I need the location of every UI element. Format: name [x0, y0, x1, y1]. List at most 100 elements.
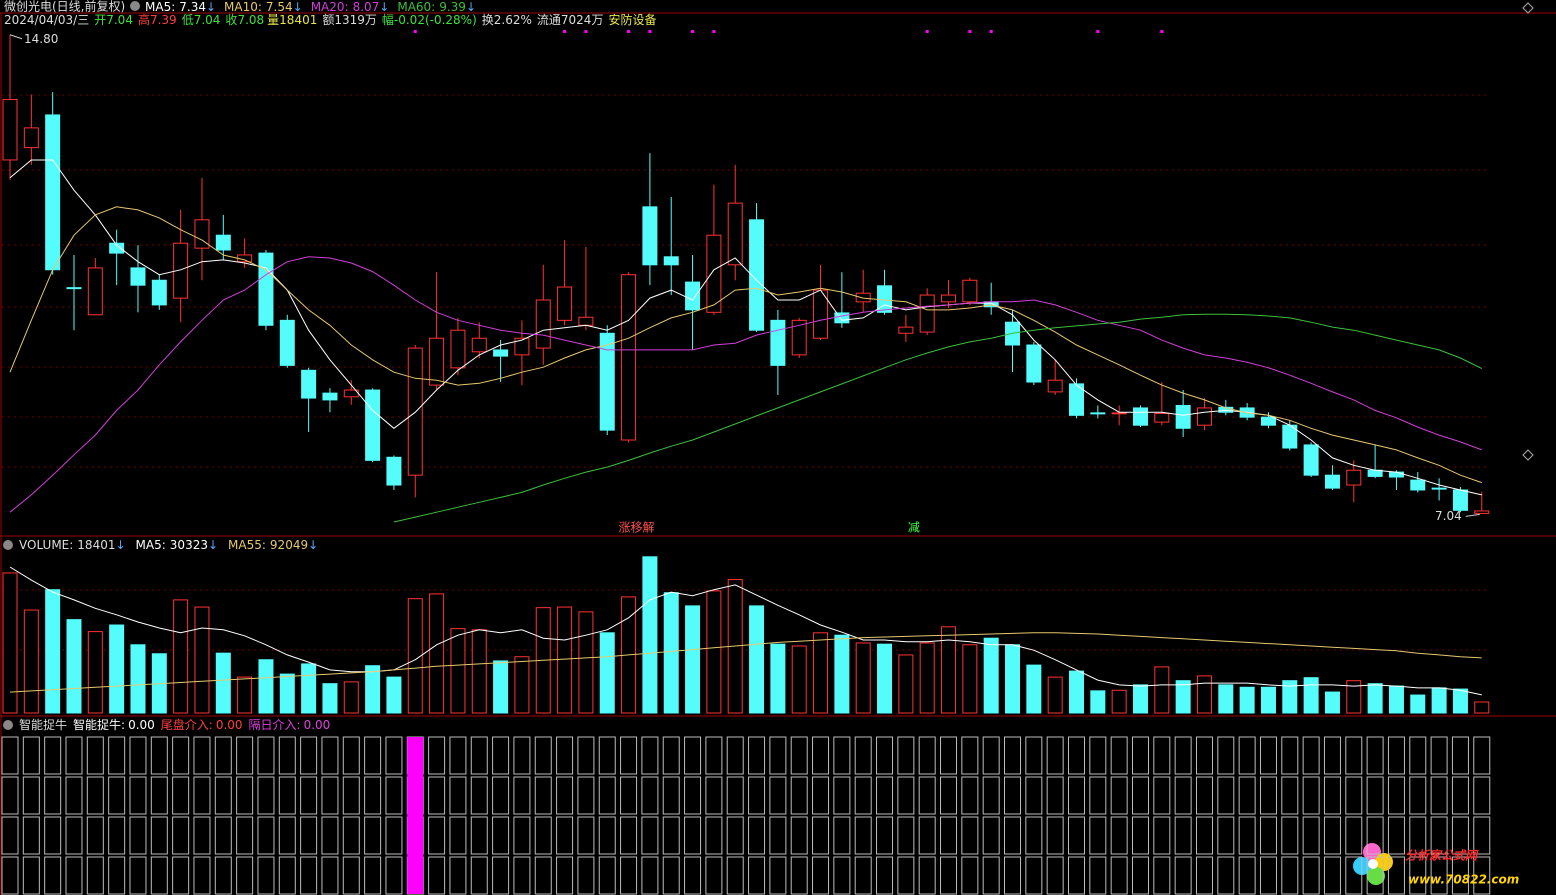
candle-body	[301, 369, 317, 399]
indicator-cell	[1110, 816, 1128, 855]
indicator-cell	[1174, 736, 1192, 775]
indicator-cell	[577, 816, 595, 855]
indicator-cell	[854, 776, 872, 815]
volume-bar	[749, 605, 765, 714]
volume-bar	[194, 606, 210, 714]
annotation: 涨移解	[619, 520, 655, 535]
candle-body	[151, 279, 167, 306]
indicator-cell	[1089, 816, 1107, 855]
indicator-cell	[812, 816, 830, 855]
candle-body	[450, 329, 466, 369]
volume-bar	[1026, 664, 1042, 714]
info-value: 18401	[279, 13, 317, 27]
volume-bar	[87, 631, 103, 714]
indicator-cell	[769, 736, 787, 775]
indicator-cell	[769, 856, 787, 895]
indicator-name: 尾盘介入:	[161, 717, 213, 732]
legend-name: MA10:	[224, 0, 262, 14]
annotation: 减	[908, 521, 920, 535]
candle-body	[23, 127, 39, 149]
indicator-cell	[428, 776, 446, 815]
info-value: 7.04	[106, 13, 133, 27]
indicator-cell	[705, 776, 723, 815]
menu-icon[interactable]	[3, 540, 13, 550]
indicator-cell	[1110, 856, 1128, 895]
indicator-name: 智能捉牛:	[73, 717, 125, 732]
toggle-icon[interactable]	[1522, 2, 1534, 14]
indicator-cell	[470, 776, 488, 815]
indicator-cell	[1387, 856, 1405, 895]
indicator-cell	[876, 816, 894, 855]
volume-bar	[834, 634, 850, 714]
toggle-icon[interactable]	[1522, 449, 1534, 461]
indicator-cell	[620, 736, 638, 775]
indicator-cell	[833, 736, 851, 775]
indicator-cell	[961, 776, 979, 815]
indicator-legend: 智能捉牛 智能捉牛: 0.00 尾盘介入: 0.00 隔日介入: 0.00	[19, 717, 330, 732]
volume-bar	[1005, 644, 1021, 714]
indicator-cell	[65, 736, 83, 775]
signal-dot	[1096, 30, 1100, 33]
indicator-cell	[1366, 736, 1384, 775]
indicator-cell	[1302, 736, 1320, 775]
volume-bar	[1474, 701, 1490, 714]
indicator-cell	[534, 776, 552, 815]
indicator-value: 0.00	[216, 718, 243, 732]
indicator-cell	[918, 816, 936, 855]
indicator-cell	[1409, 736, 1427, 775]
volume-bar	[429, 593, 445, 714]
candle-body	[322, 392, 338, 401]
legend-name: VOLUME:	[19, 538, 73, 552]
indicator-cell	[940, 776, 958, 815]
indicator-cell	[86, 736, 104, 775]
candle-body	[471, 337, 487, 353]
indicator-cell	[428, 856, 446, 895]
indicator-cell	[620, 856, 638, 895]
candle-body	[599, 332, 615, 431]
indicator-cell	[44, 776, 62, 815]
ma-legend: MA60: 9.39↓	[397, 0, 476, 14]
indicator-cell	[1153, 816, 1171, 855]
volume-bar	[685, 605, 701, 714]
candle-body	[685, 281, 701, 311]
ma-legend: MA5: 7.34↓	[145, 0, 216, 14]
indicator-cell	[193, 856, 211, 895]
indicator-cell	[620, 816, 638, 855]
indicator-cell	[492, 776, 510, 815]
indicator-cell	[556, 816, 574, 855]
indicator-cell	[1153, 776, 1171, 815]
info-value: 7.04	[194, 13, 221, 27]
indicator-cell	[470, 856, 488, 895]
candle-body	[1047, 379, 1063, 393]
high-label: 14.80	[24, 32, 58, 46]
info-extra: 幅-0.02(-0.28%)	[382, 12, 477, 27]
legend-arrow: ↓	[115, 538, 125, 552]
indicator-cell	[1174, 816, 1192, 855]
menu-icon[interactable]	[130, 1, 140, 11]
indicator-cell	[726, 816, 744, 855]
candle-body	[2, 99, 18, 161]
candle-body	[962, 279, 978, 303]
volume-bar	[1218, 684, 1234, 714]
candle-body	[109, 242, 125, 254]
indicator-cell	[385, 776, 403, 815]
candle-body	[727, 202, 743, 266]
volume-bar	[1367, 683, 1383, 714]
indicator-cell	[1238, 776, 1256, 815]
indicator-cell	[214, 816, 232, 855]
menu-icon[interactable]	[3, 720, 13, 730]
signal-dot	[691, 30, 695, 33]
ma-legend: MA10: 7.54↓	[224, 0, 303, 14]
indicator-cell	[321, 856, 339, 895]
indicator-cell	[321, 816, 339, 855]
indicator-cell	[662, 776, 680, 815]
indicator-cell	[812, 856, 830, 895]
indicator-cell	[748, 736, 766, 775]
indicator-cell	[1195, 816, 1213, 855]
volume-bar	[983, 637, 999, 714]
candle-body	[1132, 407, 1148, 426]
signal-dot	[648, 30, 652, 33]
legend-value: 7.54	[266, 0, 293, 14]
candle-body	[87, 267, 103, 316]
indicator-cell	[1068, 816, 1085, 855]
